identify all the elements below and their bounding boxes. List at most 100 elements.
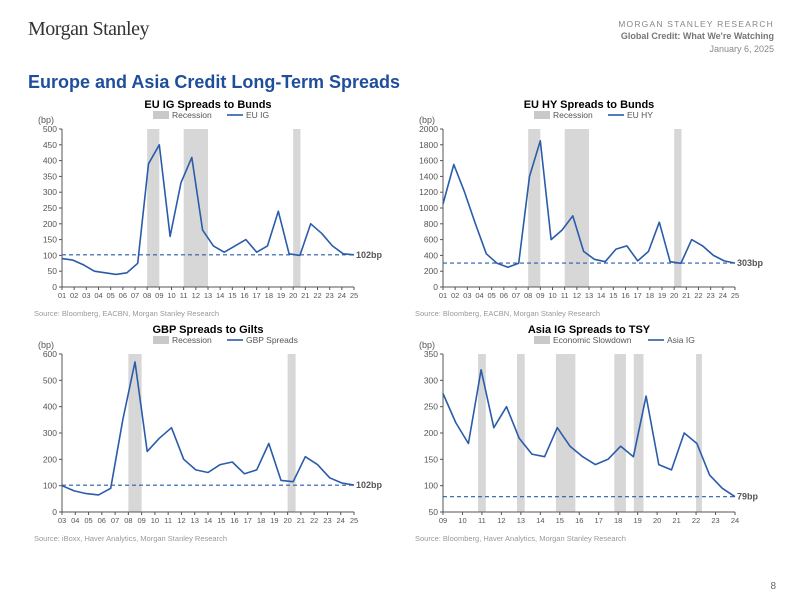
svg-text:19: 19 bbox=[658, 291, 666, 300]
source-asia-ig: Source: Bloomberg, Haver Analytics, Morg… bbox=[415, 534, 774, 543]
logo: Morgan Stanley bbox=[28, 18, 149, 41]
svg-text:24: 24 bbox=[731, 516, 739, 525]
svg-text:04: 04 bbox=[475, 291, 483, 300]
chart-gbp: 0100200300400500600030405060708091011121… bbox=[28, 322, 393, 543]
chart-asia-ig: 5010015020025030035009101112131415161718… bbox=[409, 322, 774, 543]
source-eu-ig: Source: Bloomberg, EACBN, Morgan Stanley… bbox=[34, 309, 393, 318]
svg-text:303bp: 303bp bbox=[737, 258, 764, 268]
svg-text:1600: 1600 bbox=[419, 156, 438, 166]
svg-text:200: 200 bbox=[424, 428, 438, 438]
page-title: Europe and Asia Credit Long-Term Spreads bbox=[0, 64, 802, 97]
svg-text:400: 400 bbox=[424, 251, 438, 261]
svg-text:(bp): (bp) bbox=[419, 340, 435, 350]
svg-text:05: 05 bbox=[106, 291, 114, 300]
svg-text:24: 24 bbox=[338, 291, 346, 300]
svg-text:03: 03 bbox=[463, 291, 471, 300]
svg-text:15: 15 bbox=[556, 516, 564, 525]
svg-text:200: 200 bbox=[43, 219, 57, 229]
svg-text:0: 0 bbox=[52, 282, 57, 292]
svg-text:Asia IG: Asia IG bbox=[667, 335, 695, 345]
svg-text:05: 05 bbox=[487, 291, 495, 300]
svg-text:350: 350 bbox=[43, 172, 57, 182]
svg-text:11: 11 bbox=[478, 516, 486, 525]
svg-text:07: 07 bbox=[111, 516, 119, 525]
svg-text:(bp): (bp) bbox=[419, 115, 435, 125]
svg-text:17: 17 bbox=[595, 516, 603, 525]
svg-text:500: 500 bbox=[43, 376, 57, 386]
svg-text:350: 350 bbox=[424, 349, 438, 359]
svg-text:300: 300 bbox=[43, 428, 57, 438]
svg-text:05: 05 bbox=[84, 516, 92, 525]
header-date: January 6, 2025 bbox=[618, 43, 774, 56]
svg-text:14: 14 bbox=[204, 516, 212, 525]
svg-text:24: 24 bbox=[337, 516, 345, 525]
svg-text:500: 500 bbox=[43, 124, 57, 134]
svg-text:20: 20 bbox=[289, 291, 297, 300]
svg-text:79bp: 79bp bbox=[737, 492, 759, 502]
svg-text:12: 12 bbox=[192, 291, 200, 300]
svg-text:09: 09 bbox=[155, 291, 163, 300]
chart-grid: 0501001502002503003504004505000102030405… bbox=[0, 97, 802, 543]
svg-text:1200: 1200 bbox=[419, 188, 438, 198]
svg-text:25: 25 bbox=[350, 291, 358, 300]
svg-text:04: 04 bbox=[94, 291, 102, 300]
svg-text:200: 200 bbox=[424, 267, 438, 277]
svg-text:18: 18 bbox=[265, 291, 273, 300]
svg-text:16: 16 bbox=[575, 516, 583, 525]
svg-text:09: 09 bbox=[137, 516, 145, 525]
svg-text:19: 19 bbox=[277, 291, 285, 300]
svg-text:400: 400 bbox=[43, 156, 57, 166]
svg-text:100: 100 bbox=[43, 481, 57, 491]
svg-text:18: 18 bbox=[646, 291, 654, 300]
svg-text:0: 0 bbox=[52, 507, 57, 517]
svg-text:GBP Spreads: GBP Spreads bbox=[246, 335, 298, 345]
source-gbp: Source: iBoxx, Haver Analytics, Morgan S… bbox=[34, 534, 393, 543]
svg-text:03: 03 bbox=[58, 516, 66, 525]
svg-text:12: 12 bbox=[497, 516, 505, 525]
svg-text:17: 17 bbox=[244, 516, 252, 525]
svg-text:800: 800 bbox=[424, 219, 438, 229]
svg-text:17: 17 bbox=[633, 291, 641, 300]
svg-text:10: 10 bbox=[151, 516, 159, 525]
svg-text:300: 300 bbox=[43, 188, 57, 198]
svg-text:15: 15 bbox=[609, 291, 617, 300]
svg-text:12: 12 bbox=[177, 516, 185, 525]
svg-text:13: 13 bbox=[585, 291, 593, 300]
svg-text:102bp: 102bp bbox=[356, 481, 383, 491]
svg-text:13: 13 bbox=[517, 516, 525, 525]
svg-text:22: 22 bbox=[694, 291, 702, 300]
svg-text:11: 11 bbox=[164, 516, 172, 525]
svg-text:Recession: Recession bbox=[172, 110, 212, 120]
svg-text:21: 21 bbox=[297, 516, 305, 525]
svg-text:Recession: Recession bbox=[172, 335, 212, 345]
svg-text:19: 19 bbox=[270, 516, 278, 525]
svg-text:22: 22 bbox=[692, 516, 700, 525]
svg-text:EU IG: EU IG bbox=[246, 110, 269, 120]
svg-text:08: 08 bbox=[143, 291, 151, 300]
header-right: MORGAN STANLEY RESEARCH Global Credit: W… bbox=[618, 18, 774, 56]
svg-text:15: 15 bbox=[228, 291, 236, 300]
svg-text:23: 23 bbox=[706, 291, 714, 300]
svg-text:Economic Slowdown: Economic Slowdown bbox=[553, 335, 632, 345]
svg-text:10: 10 bbox=[167, 291, 175, 300]
svg-text:600: 600 bbox=[424, 235, 438, 245]
svg-text:08: 08 bbox=[124, 516, 132, 525]
svg-text:02: 02 bbox=[451, 291, 459, 300]
svg-text:06: 06 bbox=[119, 291, 127, 300]
svg-text:09: 09 bbox=[439, 516, 447, 525]
svg-text:150: 150 bbox=[424, 455, 438, 465]
svg-text:23: 23 bbox=[325, 291, 333, 300]
svg-text:23: 23 bbox=[711, 516, 719, 525]
svg-text:20: 20 bbox=[653, 516, 661, 525]
svg-text:20: 20 bbox=[670, 291, 678, 300]
svg-text:14: 14 bbox=[536, 516, 544, 525]
svg-text:EU HY: EU HY bbox=[627, 110, 653, 120]
svg-text:13: 13 bbox=[204, 291, 212, 300]
svg-text:02: 02 bbox=[70, 291, 78, 300]
svg-text:06: 06 bbox=[500, 291, 508, 300]
svg-text:50: 50 bbox=[48, 267, 58, 277]
header-org: MORGAN STANLEY RESEARCH bbox=[618, 18, 774, 30]
svg-text:07: 07 bbox=[131, 291, 139, 300]
svg-text:04: 04 bbox=[71, 516, 79, 525]
svg-text:03: 03 bbox=[82, 291, 90, 300]
